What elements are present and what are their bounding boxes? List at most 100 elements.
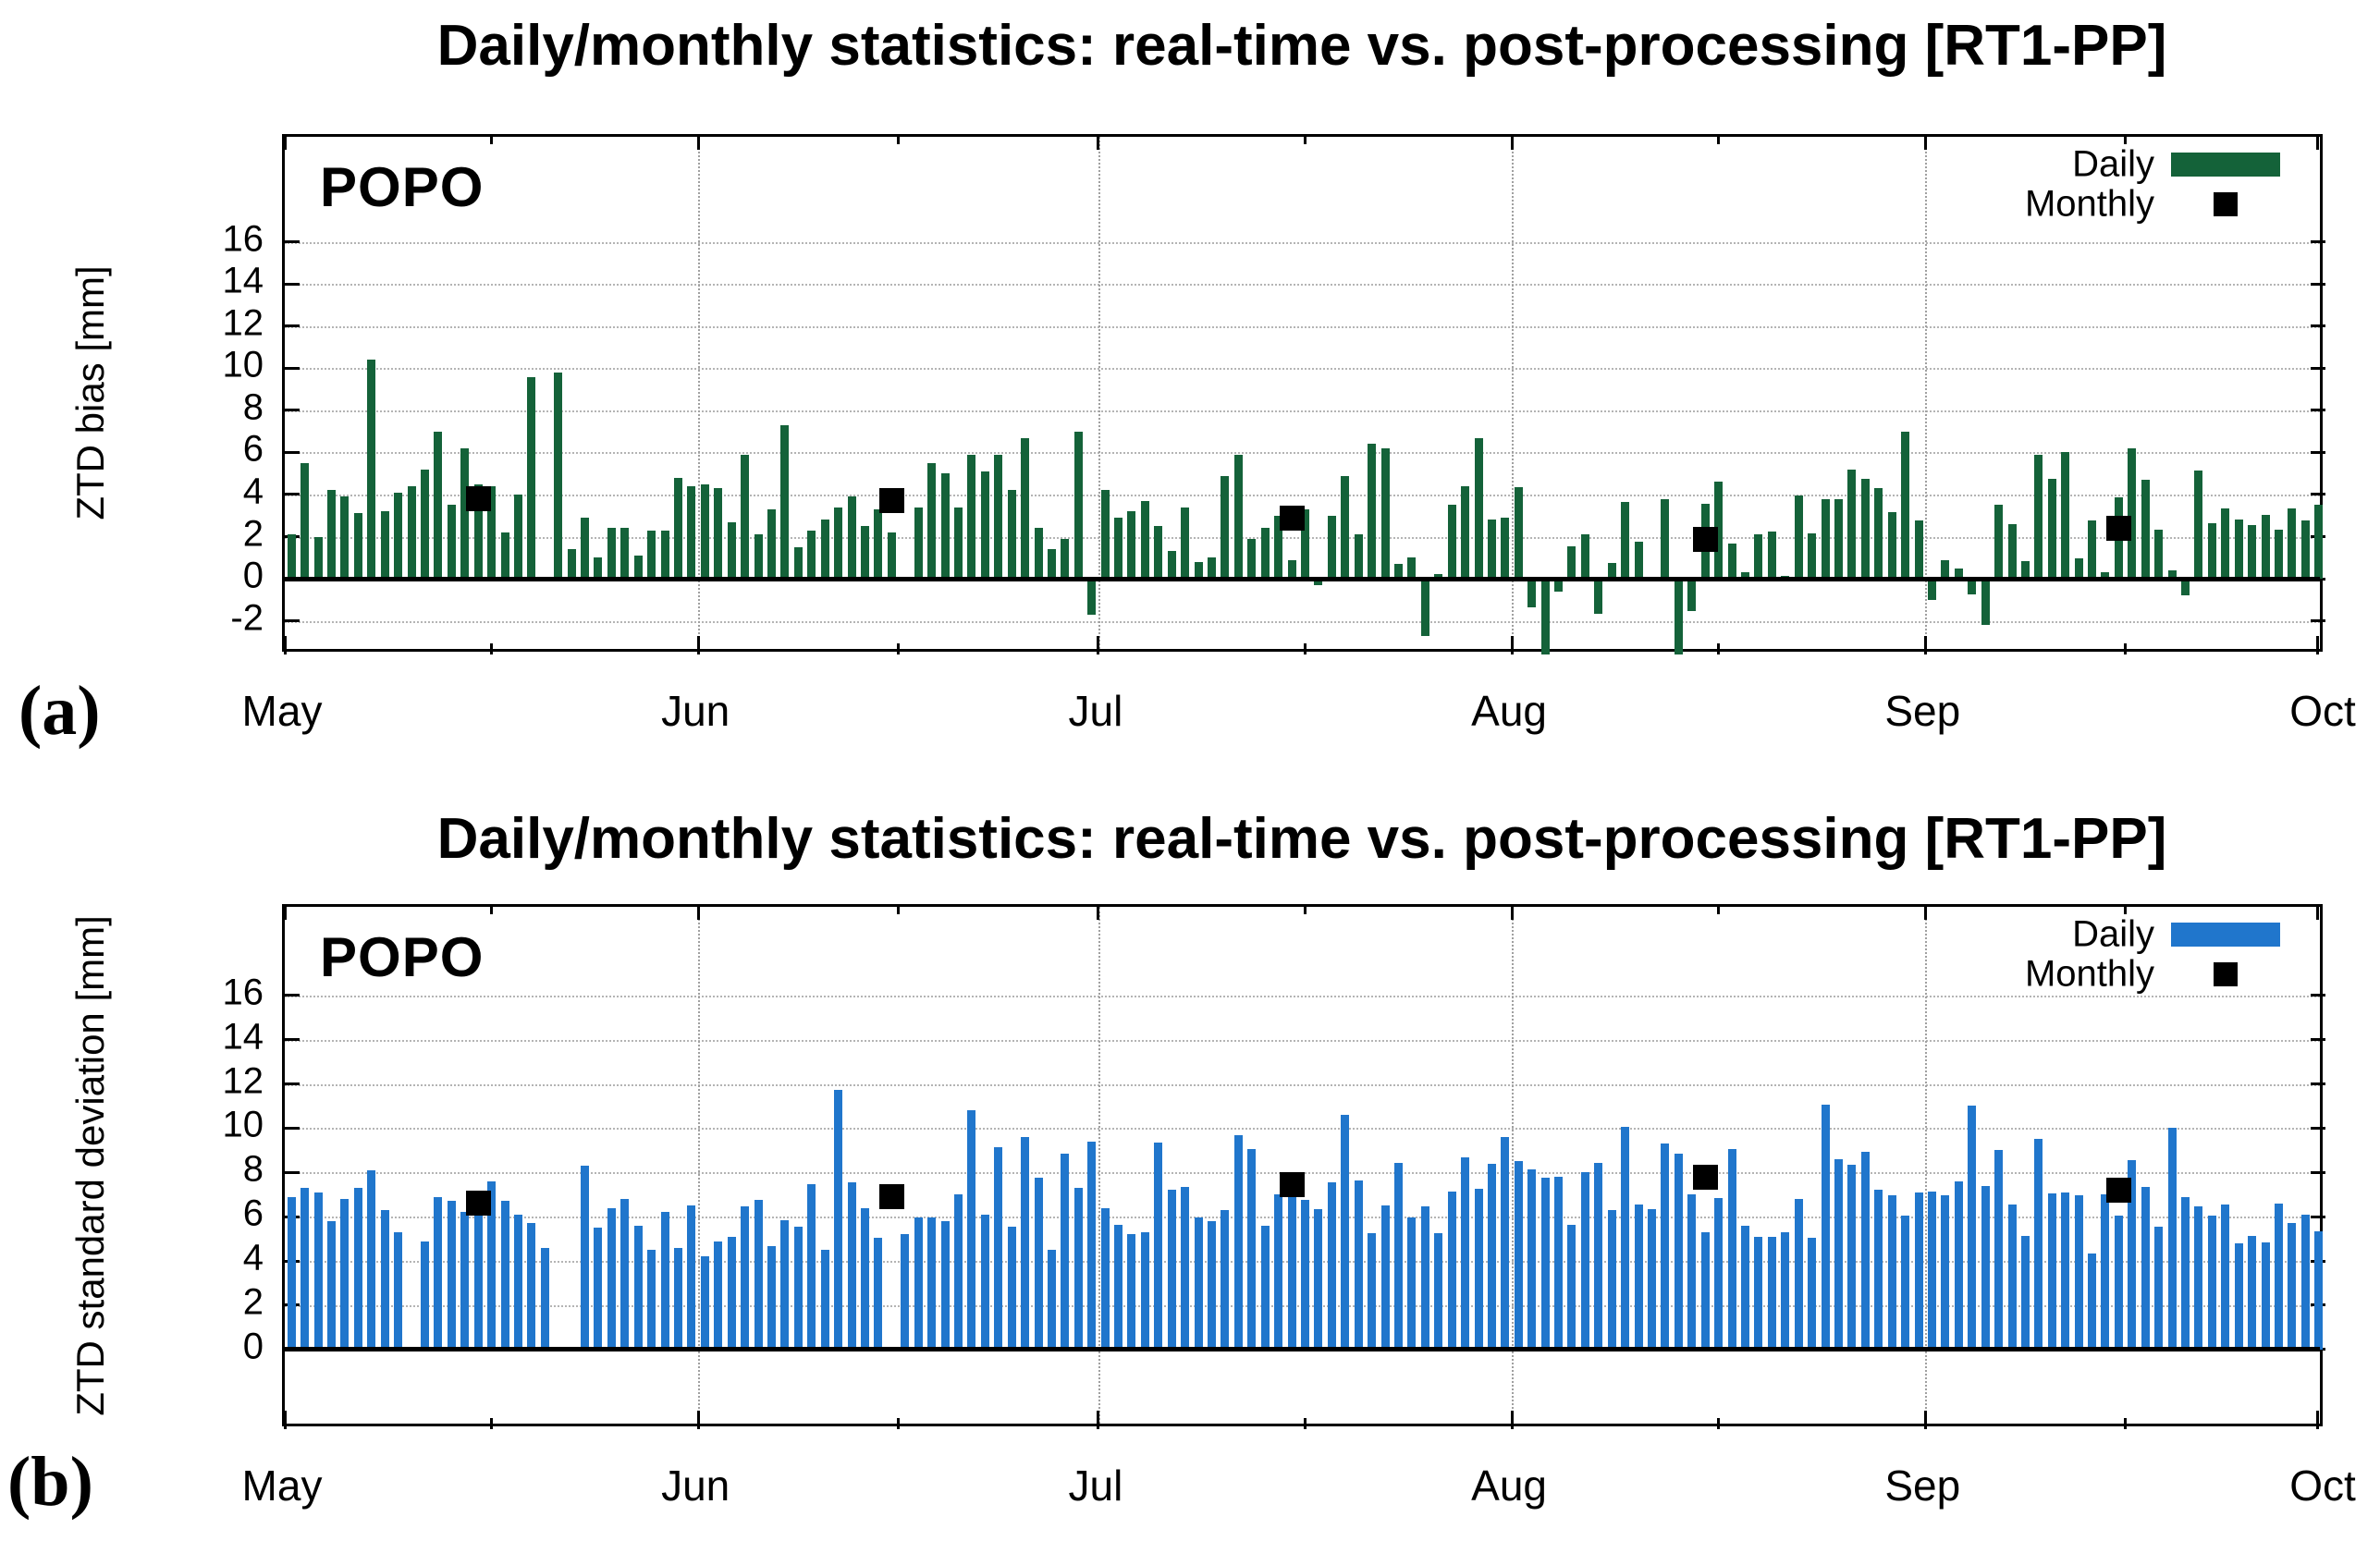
daily-bar xyxy=(714,488,723,580)
legend-monthly-marker-icon-b xyxy=(2214,962,2238,986)
x-tick-mark-month xyxy=(2315,137,2319,150)
daily-bar xyxy=(1073,431,1083,580)
daily-bar xyxy=(2154,529,2164,580)
x-tick-mark-month xyxy=(283,1411,287,1429)
daily-bar xyxy=(1501,518,1510,580)
daily-bar xyxy=(2034,1139,2043,1350)
daily-bar xyxy=(1434,1233,1443,1350)
x-tick-mark-midmonth xyxy=(897,1418,901,1429)
daily-bar xyxy=(1247,538,1257,580)
daily-bar xyxy=(994,454,1003,580)
plot-area-b: POPO Daily Monthly xyxy=(282,904,2325,1429)
daily-bar xyxy=(527,1223,536,1350)
y-tick-mark xyxy=(2311,409,2325,412)
daily-bar xyxy=(1407,1217,1417,1350)
daily-bar xyxy=(1327,1182,1336,1350)
daily-bar xyxy=(1021,1136,1030,1350)
legend-daily-swatch-a xyxy=(2171,153,2280,177)
daily-bar xyxy=(1901,431,1910,580)
daily-bar xyxy=(1968,579,1977,595)
daily-bar xyxy=(980,1214,989,1350)
daily-bar xyxy=(1714,482,1724,580)
daily-bar xyxy=(2128,447,2137,580)
y-tick-label: 16 xyxy=(222,218,264,260)
daily-bar xyxy=(2101,572,2110,580)
y-tick-mark xyxy=(285,1126,300,1130)
x-tick-mark-month xyxy=(1097,636,1100,654)
daily-bar xyxy=(820,520,829,580)
daily-bar xyxy=(660,1212,669,1350)
daily-bar xyxy=(927,1217,937,1350)
daily-bar xyxy=(2275,529,2283,580)
x-tick-mark-midmonth xyxy=(490,907,494,914)
y-tick-mark xyxy=(285,493,300,496)
daily-bar xyxy=(340,496,350,580)
daily-bar xyxy=(2101,1194,2110,1350)
daily-bar xyxy=(1407,557,1417,580)
daily-bar xyxy=(1794,1199,1803,1350)
y-tick-mark xyxy=(2311,619,2325,623)
x-tick-mark-month xyxy=(283,907,287,920)
daily-bar xyxy=(767,508,776,580)
legend-daily-label-b: Daily xyxy=(2072,913,2154,955)
daily-bar xyxy=(1754,534,1763,580)
daily-bar xyxy=(1580,1172,1589,1350)
daily-bar xyxy=(1860,1151,1870,1350)
daily-bar xyxy=(326,1220,336,1350)
daily-bar xyxy=(741,454,750,580)
daily-bar xyxy=(2167,569,2177,580)
daily-bar xyxy=(380,1209,389,1350)
daily-bar xyxy=(967,454,976,580)
daily-bar xyxy=(1634,542,1643,580)
daily-bar xyxy=(607,528,616,580)
x-tick-mark-month xyxy=(283,636,287,654)
daily-bar xyxy=(420,469,429,580)
daily-bar xyxy=(1021,437,1030,580)
x-tick-mark-month xyxy=(696,1411,700,1429)
daily-bar xyxy=(1874,488,1883,580)
daily-bar xyxy=(2234,1242,2243,1350)
y-tick-label: 10 xyxy=(222,1104,264,1145)
daily-bar xyxy=(313,536,323,580)
monthly-marker xyxy=(1692,1164,1718,1190)
daily-bar xyxy=(2141,480,2150,580)
daily-bar xyxy=(1580,534,1589,580)
daily-bar xyxy=(620,528,630,580)
daily-bar xyxy=(1847,469,1857,580)
legend-daily-swatch-b xyxy=(2171,923,2280,947)
y-tick-mark xyxy=(2311,1082,2325,1086)
y-tick-mark xyxy=(2311,994,2325,997)
daily-bar xyxy=(1393,564,1403,580)
daily-bar xyxy=(727,521,736,580)
daily-bar xyxy=(1767,1236,1776,1350)
daily-bar xyxy=(460,447,470,580)
x-tick-mark-month xyxy=(1510,907,1514,920)
daily-bar xyxy=(980,471,989,580)
y-tick-label: -2 xyxy=(230,597,264,639)
daily-bar xyxy=(581,518,590,580)
daily-bar xyxy=(1540,1178,1550,1350)
daily-bar xyxy=(1140,1231,1149,1350)
daily-bar xyxy=(647,1250,656,1350)
daily-bar xyxy=(887,532,896,580)
gridline-month xyxy=(698,137,701,649)
daily-bar xyxy=(1927,1191,1936,1350)
daily-bar xyxy=(1034,528,1043,580)
daily-bar xyxy=(1447,505,1456,580)
x-tick-mark-month xyxy=(1097,137,1100,150)
daily-bar xyxy=(473,483,483,580)
daily-bar xyxy=(1100,1207,1110,1350)
daily-bar xyxy=(1368,444,1377,580)
daily-bar xyxy=(820,1250,829,1350)
x-tick-mark-midmonth xyxy=(897,907,901,914)
x-tick-mark-month xyxy=(283,137,287,150)
daily-bar xyxy=(2074,558,2083,580)
daily-bar xyxy=(594,557,603,580)
x-tick-mark-month xyxy=(1923,1411,1927,1429)
x-tick-mark-midmonth xyxy=(1304,1418,1307,1429)
gridline-y-4 xyxy=(285,494,2320,496)
daily-bar xyxy=(847,1182,856,1350)
daily-bar xyxy=(1087,1141,1097,1350)
x-tick-mark-midmonth xyxy=(1304,137,1307,144)
station-label-a: POPO xyxy=(320,156,485,218)
